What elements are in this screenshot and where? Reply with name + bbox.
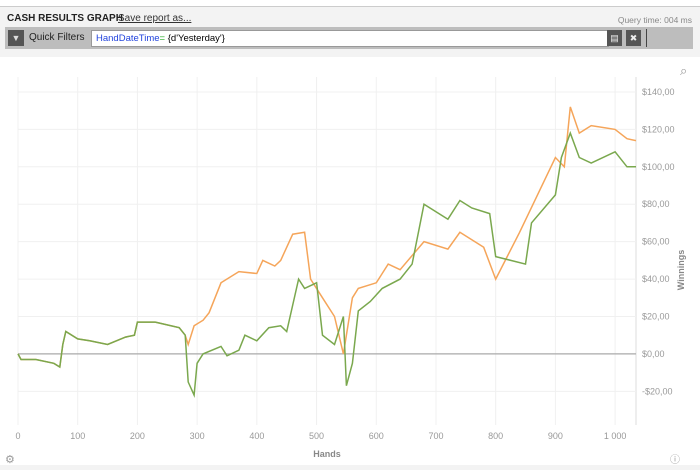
y-tick-label: -$20,00: [642, 386, 673, 396]
top-border: [0, 0, 700, 7]
x-tick-label: 900: [548, 431, 563, 441]
x-tick-label: 200: [130, 431, 145, 441]
y-tick-label: $60,00: [642, 237, 670, 247]
y-tick-label: $80,00: [642, 199, 670, 209]
quick-filters-label: Quick Filters: [29, 32, 85, 43]
x-tick-label: 300: [190, 431, 205, 441]
x-tick-label: 0: [15, 431, 20, 441]
settings-icon[interactable]: ⚙: [5, 454, 15, 466]
chart-area: 0 100 200 300 400 500 600 700 800 900 1 000 -$20,00…: [0, 57, 700, 466]
x-axis-label: Hands: [313, 449, 341, 459]
x-tick-label: 100: [70, 431, 85, 441]
y-tick-label: $0,00: [642, 349, 665, 359]
x-tick-label: 600: [369, 431, 384, 441]
info-icon[interactable]: ⓘ: [670, 454, 680, 466]
filter-keyword: HandDateTime: [96, 33, 160, 44]
filter-input[interactable]: HandDateTime= {d'Yesterday'}: [91, 30, 609, 47]
divider: [646, 29, 647, 47]
results-chart: 0 100 200 300 400 500 600 700 800 900 1 000 -$20,00…: [5, 63, 687, 466]
clear-filter-button[interactable]: ✖: [626, 30, 641, 46]
y-tick-label: $40,00: [642, 274, 670, 284]
x-tick-label: 700: [428, 431, 443, 441]
y-tick-label: $20,00: [642, 311, 670, 321]
y-tick-label: $140,00: [642, 87, 675, 97]
y-tick-label: $100,00: [642, 162, 675, 172]
x-tick-label: 800: [488, 431, 503, 441]
filter-operator: =: [159, 33, 166, 44]
series-line-1: [17, 130, 636, 398]
filter-icon[interactable]: ▼: [8, 30, 24, 46]
filter-value: {d'Yesterday'}: [165, 33, 225, 44]
query-time: Query time: 004 ms: [617, 15, 692, 25]
y-axis-label: Winnings: [676, 250, 686, 290]
y-tick-label: $120,00: [642, 124, 675, 134]
zoom-icon[interactable]: ⌕: [680, 63, 687, 78]
series-line-0: [17, 106, 637, 369]
x-tick-label: 400: [249, 431, 264, 441]
save-report-link[interactable]: Save report as...: [118, 13, 192, 24]
save-filter-button[interactable]: ▤: [607, 30, 622, 46]
x-tick-label: 500: [309, 431, 324, 441]
quick-filter-bar: ▼ Quick Filters HandDateTime= {d'Yesterd…: [5, 27, 693, 49]
x-tick-label: 1 000: [604, 431, 627, 441]
report-title: CASH RESULTS GRAPH: [7, 13, 123, 24]
